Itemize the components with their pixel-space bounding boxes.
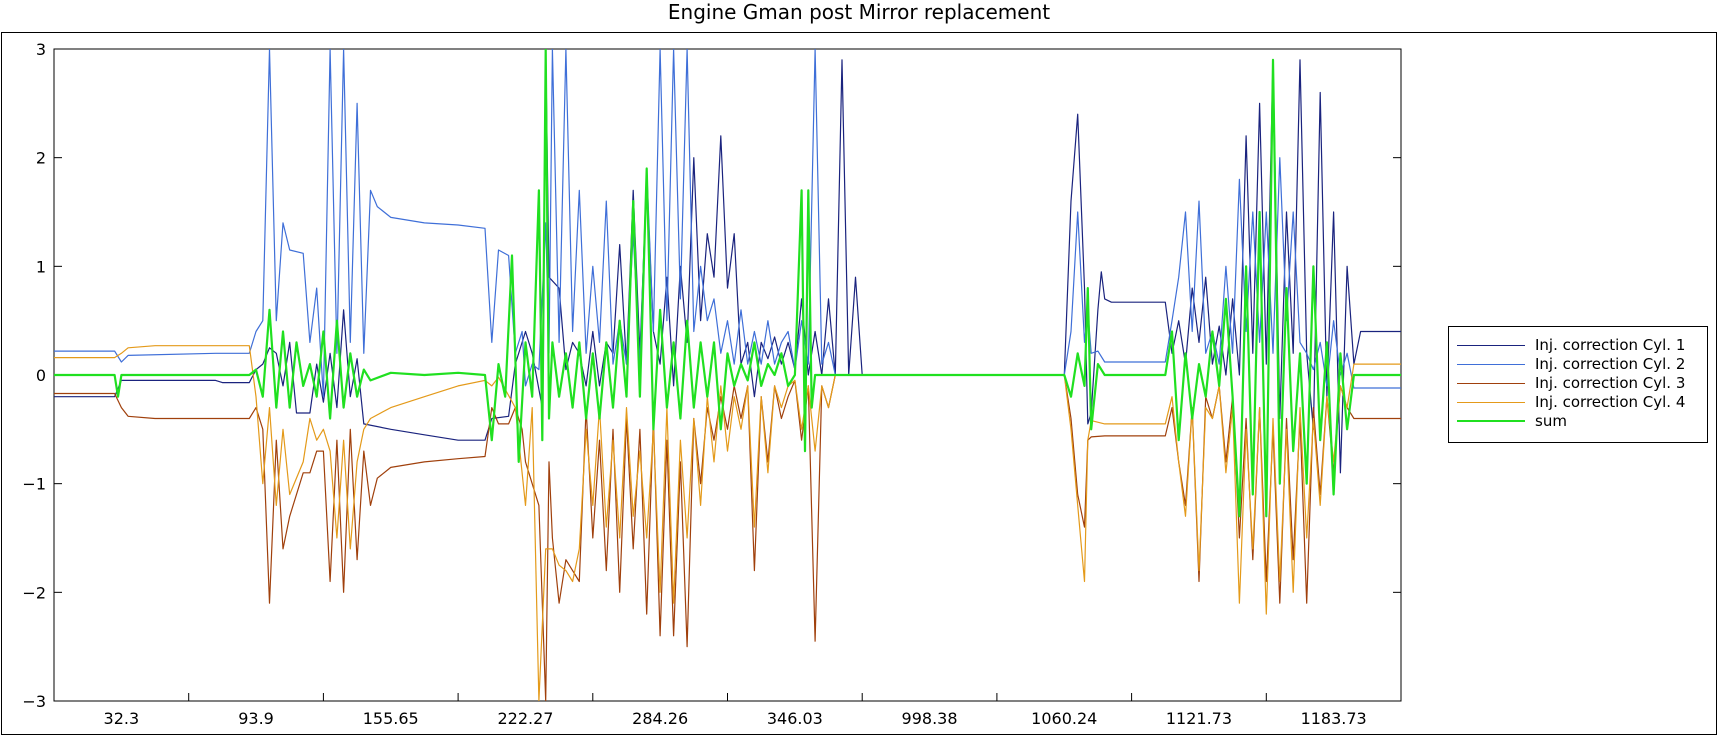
x-tick-label: 93.9: [238, 709, 274, 728]
x-tick-label: 1183.73: [1301, 709, 1367, 728]
legend-swatch: [1457, 420, 1525, 422]
y-tick-label: 1: [36, 257, 46, 276]
series-line-3: [54, 374, 1401, 701]
legend-label: Inj. correction Cyl. 4: [1535, 393, 1686, 411]
legend-swatch: [1457, 382, 1525, 384]
legend-swatch: [1457, 401, 1525, 403]
legend-item: Inj. correction Cyl. 4: [1457, 392, 1685, 412]
y-tick-label: 2: [36, 149, 46, 168]
legend-label: Inj. correction Cyl. 1: [1535, 336, 1686, 354]
plot-border: [53, 48, 1402, 702]
series-line-2: [54, 49, 1401, 398]
legend-swatch: [1457, 344, 1525, 346]
legend-swatch: [1457, 363, 1525, 365]
y-tick-label: −3: [22, 692, 46, 711]
legend-label: Inj. correction Cyl. 3: [1535, 374, 1686, 392]
chart-frame: −3 −2 −1 0 1 2 3 32.3 93.9 155.65 222.27 284.26 346.…: [1, 32, 1717, 735]
y-tick-label: −1: [22, 475, 46, 494]
legend-label: Inj. correction Cyl. 2: [1535, 355, 1686, 373]
x-tick-label: 32.3: [104, 709, 140, 728]
x-tick-label: 222.27: [497, 709, 553, 728]
series-line-5: [54, 49, 1401, 518]
x-tick-label: 1060.24: [1031, 709, 1097, 728]
legend: Inj. correction Cyl. 1 Inj. correction Cy…: [1448, 326, 1708, 443]
x-tick-label: 998.38: [902, 709, 958, 728]
x-tick-label: 346.03: [767, 709, 823, 728]
x-tick-label: 1121.73: [1166, 709, 1232, 728]
y-tick-label: 3: [36, 40, 46, 59]
plot-area: −3 −2 −1 0 1 2 3 32.3 93.9 155.65 222.27 284.26 346.…: [22, 40, 1402, 728]
y-tick-label: −2: [22, 583, 46, 602]
legend-item: sum: [1457, 411, 1567, 431]
legend-item: Inj. correction Cyl. 1: [1457, 335, 1685, 355]
chart-title: Engine Gman post Mirror replacement: [667, 0, 1051, 24]
x-tick-label: 284.26: [632, 709, 688, 728]
y-tick-label: 0: [36, 366, 46, 385]
series-group: [54, 49, 1401, 701]
legend-item: Inj. correction Cyl. 3: [1457, 373, 1685, 393]
legend-label: sum: [1535, 412, 1567, 430]
series-line-4: [54, 345, 1401, 701]
x-tick-label: 155.65: [363, 709, 419, 728]
legend-item: Inj. correction Cyl. 2: [1457, 354, 1685, 374]
